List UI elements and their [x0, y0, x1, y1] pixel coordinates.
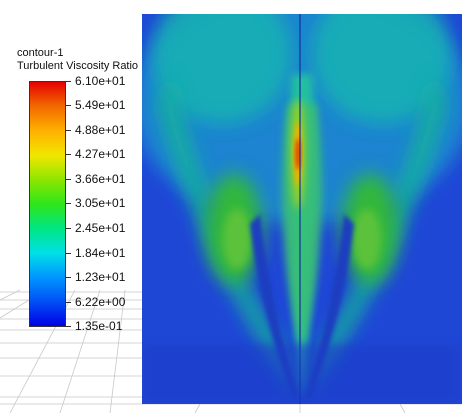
colorbar-tick [66, 302, 71, 303]
colorbar-label: 6.22e+00 [75, 295, 126, 309]
contour-name: contour-1 [17, 47, 64, 59]
colorbar-label: 2.45e+01 [75, 221, 126, 235]
colorbar-label: 3.66e+01 [75, 172, 126, 186]
colorbar-label: 4.27e+01 [75, 147, 126, 161]
colorbar-tick [66, 228, 71, 229]
colorbar-tick [66, 154, 71, 155]
colorbar-tick [66, 105, 71, 106]
colorbar-label: 1.84e+01 [75, 246, 126, 260]
colorbar-tick [66, 277, 71, 278]
contour-plot[interactable] [142, 14, 462, 404]
colorbar-label: 1.23e+01 [75, 270, 126, 284]
colorbar-tick [66, 326, 71, 327]
colorbar-tick [66, 130, 71, 131]
colorbar-tick [66, 203, 71, 204]
colorbar-label: 3.05e+01 [75, 196, 126, 210]
colormap-bar [29, 81, 66, 327]
colorbar-label: 5.49e+01 [75, 98, 126, 112]
contour-quantity: Turbulent Viscosity Ratio [17, 60, 139, 72]
colorbar-tick [66, 179, 71, 180]
colorbar-tick [66, 253, 71, 254]
colorbar-label: 4.88e+01 [75, 123, 126, 137]
colorbar-tick [66, 81, 71, 82]
colorbar-label-max: 6.10e+01 [75, 74, 126, 88]
colorbar-label-min: 1.35e-01 [75, 319, 123, 333]
